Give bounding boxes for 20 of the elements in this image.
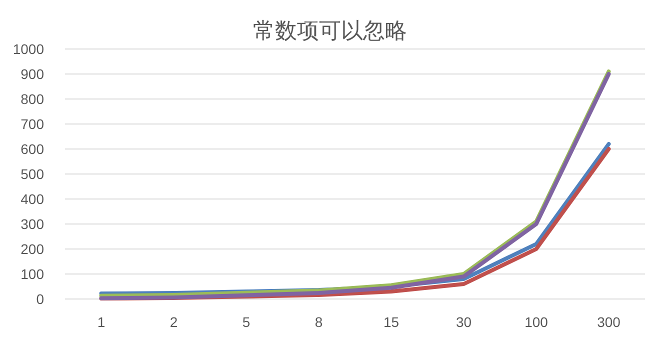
x-tick-label: 2 <box>170 314 178 330</box>
y-tick-label: 800 <box>20 91 44 107</box>
x-tick-label: 300 <box>597 314 621 330</box>
x-tick-label: 30 <box>456 314 472 330</box>
y-tick-label: 200 <box>20 241 44 257</box>
title: 常数项可以忽略 <box>253 18 407 43</box>
y-tick-label: 1000 <box>12 41 44 57</box>
y-tick-label: 700 <box>20 116 44 132</box>
x-tick-label: 5 <box>242 314 250 330</box>
y-tick-label: 500 <box>20 166 44 182</box>
y-tick-label: 100 <box>20 266 44 282</box>
y-tick-label: 400 <box>20 191 44 207</box>
x-tick-label: 100 <box>524 314 548 330</box>
y-tick-label: 0 <box>36 291 44 307</box>
y-tick-label: 300 <box>20 216 44 232</box>
x-tick-label: 1 <box>97 314 106 330</box>
y-tick-label: 900 <box>20 66 44 82</box>
x-tick-label: 8 <box>314 314 323 330</box>
x-tick-label: 15 <box>383 314 400 330</box>
y-tick-label: 600 <box>20 141 44 157</box>
